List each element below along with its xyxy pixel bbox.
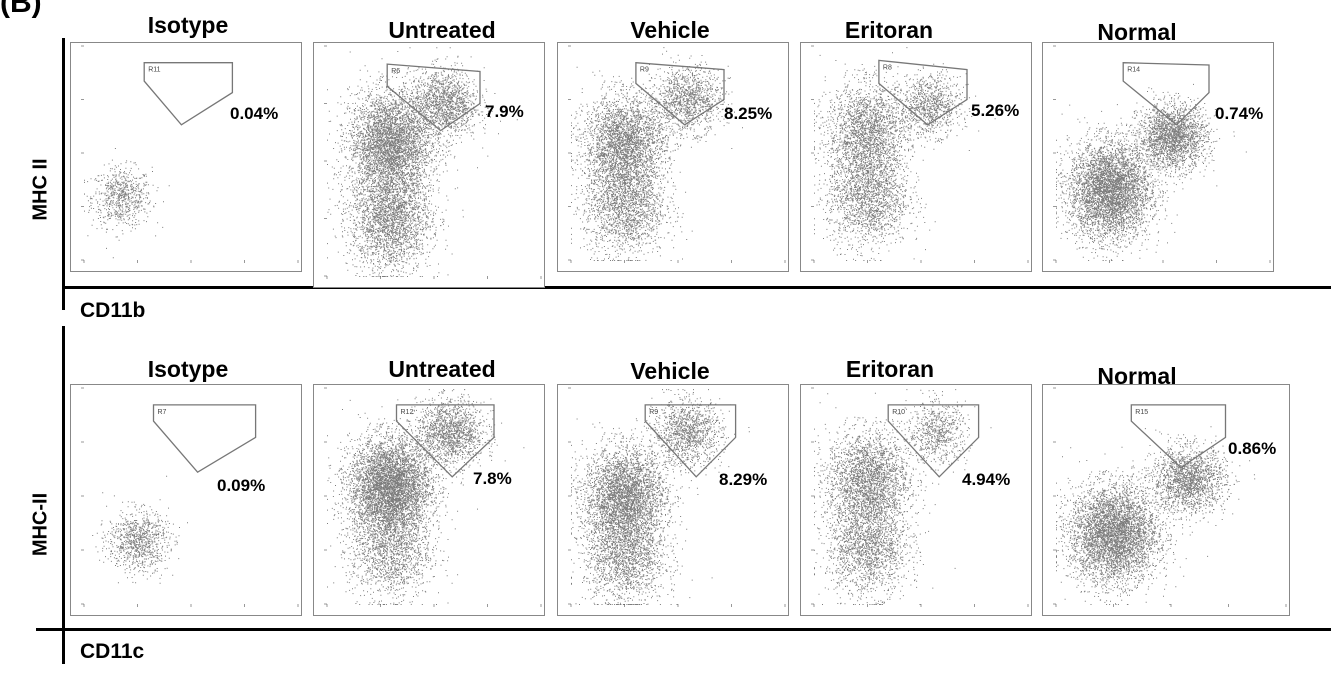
scatter-points: R15 <box>1053 387 1287 607</box>
point-cloud <box>1056 426 1256 605</box>
row2-vertical-axis-line <box>62 326 65 664</box>
scatter-plot-row1-vehicle: R9 8.25% <box>557 42 789 272</box>
gate-polygon <box>887 404 980 478</box>
gate-percent-label: 8.25% <box>724 104 773 123</box>
scatter-points: R9 <box>568 45 786 263</box>
point-cloud <box>814 389 992 605</box>
title-row2-isotype: Isotype <box>147 356 229 382</box>
title-row2-untreated: Untreated <box>388 356 496 382</box>
gate-name-label: R9 <box>640 67 649 74</box>
scatter-plot-row1-untreated: R6 7.9% <box>313 42 545 288</box>
point-cloud <box>571 47 762 261</box>
gate-percent-label: 0.74% <box>1215 104 1264 123</box>
gate-polygon <box>644 404 737 478</box>
gate-name-label: R9 <box>649 409 658 416</box>
gate-name-label: R12 <box>401 409 414 416</box>
gate-percent-label: 7.8% <box>473 469 512 488</box>
scatter-dots <box>327 389 525 605</box>
gate-percent-label: 8.29% <box>719 470 768 489</box>
title-row1-normal: Normal <box>1097 19 1177 45</box>
point-cloud <box>84 148 170 259</box>
gate-polygon <box>1122 62 1210 126</box>
scatter-dots <box>571 389 750 605</box>
gate-percent-label: 0.09% <box>217 476 266 495</box>
scatter-plot-row2-vehicle: R9 8.29% <box>557 384 789 616</box>
gate-name-label: R15 <box>1135 409 1148 416</box>
title-row1-untreated: Untreated <box>388 17 496 43</box>
point-cloud <box>327 389 525 605</box>
gate-name-label: R7 <box>158 409 167 416</box>
scatter-points: R12 <box>324 387 542 607</box>
point-cloud <box>571 389 750 605</box>
scatter-dots <box>1056 426 1256 605</box>
row2-horizontal-axis-line <box>36 628 1331 631</box>
title-row1-isotype: Isotype <box>147 12 229 38</box>
row1-horizontal-axis-line <box>62 286 1331 289</box>
gate-percent-label: 0.86% <box>1228 439 1277 458</box>
title-row1-vehicle: Vehicle <box>630 17 710 43</box>
scatter-plot-row2-isotype: R7 0.09% <box>70 384 302 616</box>
scatter-plot-row2-normal: R15 0.86% <box>1042 384 1290 616</box>
gate-name-label: R14 <box>1127 67 1140 74</box>
gate-percent-label: 7.9% <box>485 102 524 121</box>
gate-polygon <box>152 404 257 474</box>
point-cloud <box>92 475 188 584</box>
scatter-dots <box>571 47 762 261</box>
row1-ylabel: MHC II <box>29 158 52 221</box>
gate-polygon <box>143 62 234 126</box>
gate-polygon <box>386 63 481 132</box>
row2-xlabel: CD11c <box>80 640 145 663</box>
gate-name-label: R10 <box>892 409 905 416</box>
scatter-points: R7 <box>81 387 299 607</box>
title-row2-eritoran: Eritoran <box>845 356 935 382</box>
scatter-plot-row2-eritoran: R10 4.94% <box>800 384 1032 616</box>
scatter-points: R8 <box>811 45 1029 263</box>
gate-polygon <box>635 61 725 126</box>
scatter-points: R14 <box>1053 45 1271 263</box>
scatter-plot-row1-eritoran: R8 5.26% <box>800 42 1032 272</box>
scatter-plot-row1-normal: R14 0.74% <box>1042 42 1274 272</box>
scatter-dots <box>92 475 188 584</box>
scatter-points: R11 <box>81 45 299 263</box>
point-cloud <box>1056 83 1247 262</box>
row2-ylabel: MHC-II <box>29 492 52 557</box>
gate-percent-label: 0.04% <box>230 104 279 123</box>
gate-polygon <box>1130 404 1227 469</box>
scatter-plot-row1-isotype: R11 0.04% <box>70 42 302 272</box>
gate-percent-label: 5.26% <box>971 101 1020 120</box>
gate-percent-label: 4.94% <box>962 470 1011 489</box>
point-cloud <box>814 47 996 261</box>
scatter-dots <box>1056 83 1247 262</box>
scatter-dots <box>327 47 518 278</box>
gate-name-label: R6 <box>391 68 400 75</box>
scatter-dots <box>814 389 992 605</box>
point-cloud <box>327 47 518 278</box>
gate-polygon <box>878 59 968 126</box>
scatter-points: R9 <box>568 387 786 607</box>
gate-polygon <box>395 404 495 478</box>
scatter-points: R6 <box>324 45 542 279</box>
row1-xlabel: CD11b <box>80 299 146 322</box>
title-row2-vehicle: Vehicle <box>630 358 710 384</box>
scatter-points: R10 <box>811 387 1029 607</box>
scatter-plot-row2-untreated: R12 7.8% <box>313 384 545 616</box>
panel-letter: (B) <box>0 0 42 19</box>
row1-vertical-axis-line <box>62 38 65 310</box>
gate-name-label: R8 <box>883 64 892 71</box>
scatter-dots <box>84 148 170 259</box>
gate-name-label: R11 <box>148 67 160 74</box>
title-row1-eritoran: Eritoran <box>844 17 934 43</box>
scatter-dots <box>814 47 996 261</box>
